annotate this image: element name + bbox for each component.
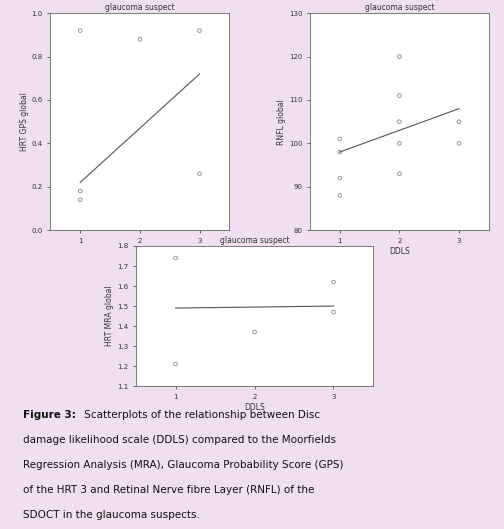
Point	[171, 360, 179, 368]
X-axis label: DI: DI	[136, 247, 144, 256]
Point	[455, 139, 463, 148]
Point	[395, 169, 403, 178]
Point	[336, 135, 344, 143]
Point	[76, 187, 84, 195]
X-axis label: DDLS: DDLS	[244, 403, 265, 412]
Title: glaucoma suspect: glaucoma suspect	[220, 236, 289, 245]
Point	[330, 308, 338, 316]
Point	[336, 174, 344, 183]
Point	[196, 26, 204, 35]
Point	[455, 117, 463, 126]
Point	[395, 92, 403, 100]
Title: glaucoma suspect: glaucoma suspect	[364, 4, 434, 13]
Title: glaucoma suspect: glaucoma suspect	[105, 4, 175, 13]
Point	[136, 35, 144, 43]
Text: Figure 3:: Figure 3:	[23, 411, 76, 421]
Text: damage likelihood scale (DDLS) compared to the Moorfields: damage likelihood scale (DDLS) compared …	[23, 435, 336, 445]
Text: Scatterplots of the relationship between Disc: Scatterplots of the relationship between…	[81, 411, 320, 421]
Point	[336, 191, 344, 199]
Point	[395, 117, 403, 126]
X-axis label: DDLS: DDLS	[389, 247, 410, 256]
Point	[336, 148, 344, 156]
Point	[395, 52, 403, 61]
Point	[196, 169, 204, 178]
Point	[250, 328, 259, 336]
Text: SDOCT in the glaucoma suspects.: SDOCT in the glaucoma suspects.	[23, 510, 200, 520]
Point	[76, 196, 84, 204]
Y-axis label: HRT GPS global: HRT GPS global	[20, 92, 29, 151]
Point	[395, 139, 403, 148]
Point	[171, 254, 179, 262]
Y-axis label: HRT MRA global: HRT MRA global	[105, 286, 114, 346]
Y-axis label: RNFL global: RNFL global	[277, 99, 286, 144]
Text: of the HRT 3 and Retinal Nerve fibre Layer (RNFL) of the: of the HRT 3 and Retinal Nerve fibre Lay…	[23, 485, 314, 495]
Text: Regression Analysis (MRA), Glaucoma Probability Score (GPS): Regression Analysis (MRA), Glaucoma Prob…	[23, 460, 343, 470]
Point	[76, 26, 84, 35]
Point	[330, 278, 338, 286]
